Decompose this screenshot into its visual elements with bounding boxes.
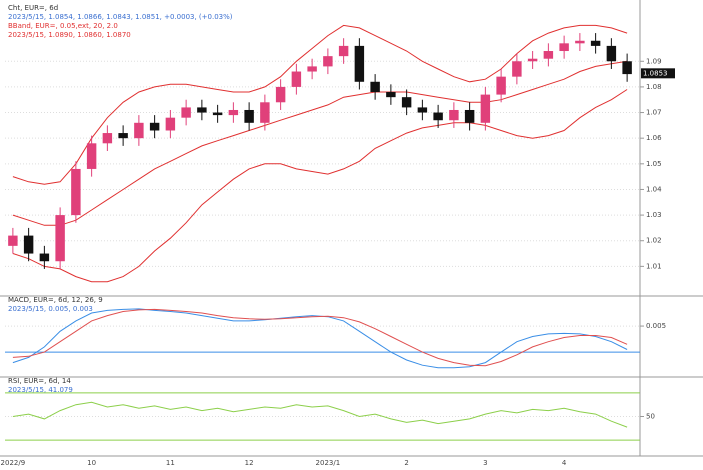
candle-body — [55, 215, 65, 262]
candle-body — [244, 109, 254, 123]
y-tick-label: 50 — [646, 413, 655, 421]
series-line — [12, 60, 628, 226]
candle-body — [102, 133, 113, 144]
y-tick-label: 1.07 — [646, 109, 662, 117]
x-tick-label: 11 — [166, 459, 175, 467]
candle-body — [134, 122, 144, 139]
panel-subtitle: 2023/5/15, 1.0854, 1.0866, 1.0843, 1.085… — [8, 13, 233, 21]
candle-body — [527, 58, 538, 62]
candle-body — [212, 112, 223, 116]
x-tick-label: 4 — [562, 459, 567, 467]
y-tick-label: 1.06 — [646, 134, 662, 142]
candle-body — [496, 76, 506, 95]
x-tick-label: 12 — [245, 459, 254, 467]
candle-body — [149, 122, 160, 131]
candle-body — [559, 43, 569, 52]
candle-body — [543, 51, 554, 59]
x-tick-label: 10 — [87, 459, 96, 467]
candle-body — [512, 61, 522, 77]
candle-body — [23, 235, 34, 254]
y-tick-label: 1.04 — [646, 185, 662, 193]
candle-body — [8, 235, 18, 246]
candle-body — [338, 45, 349, 57]
candle-body — [39, 253, 50, 262]
candle-body — [275, 86, 286, 103]
y-tick-label: 1.05 — [646, 160, 662, 168]
candle-body — [228, 109, 239, 116]
candle-body — [118, 133, 128, 139]
candle-body — [323, 56, 333, 67]
panel-subtitle: 2023/5/15, 41.079 — [8, 386, 73, 394]
candle-body — [291, 71, 302, 87]
last-price-tag — [641, 68, 675, 79]
x-tick-label: 2023/1 — [316, 459, 341, 467]
y-tick-label: 1.01 — [646, 262, 662, 270]
y-tick-label: 1.02 — [646, 237, 662, 245]
candle-body — [197, 107, 207, 113]
panel-title: MACD, EUR=, 6d, 12, 26, 9 — [8, 296, 103, 304]
panel-title: RSI, EUR=, 6d, 14 — [8, 377, 71, 385]
candle-body — [575, 40, 585, 44]
candle-body — [401, 97, 412, 108]
series-line — [12, 24, 628, 185]
candle-body — [370, 81, 380, 93]
candle-body — [307, 66, 317, 72]
series-line — [12, 401, 628, 428]
candle-body — [354, 45, 365, 82]
y-tick-label: 1.09 — [646, 57, 662, 65]
candle-body — [449, 109, 459, 121]
candle-body — [606, 45, 617, 62]
x-tick-label: 3 — [483, 459, 487, 467]
panel-title: Cht, EUR=, 6d — [8, 4, 58, 12]
x-tick-label: 2022/9 — [1, 459, 26, 467]
candle-body — [71, 168, 81, 216]
y-tick-label: 1.08 — [646, 83, 662, 91]
candle-body — [480, 94, 491, 123]
candle-body — [86, 143, 97, 169]
annotation: BBand, EUR=, 0.05,ext, 20, 2.0 — [8, 22, 118, 30]
y-tick-label: 0.005 — [646, 322, 666, 330]
candle-body — [181, 107, 191, 118]
candle-body — [386, 92, 396, 98]
candle-body — [433, 112, 443, 121]
candle-body — [417, 107, 428, 113]
last-price-label: 1.0853 — [643, 69, 668, 77]
series-line — [12, 308, 628, 367]
candle-body — [622, 61, 632, 75]
series-line — [12, 89, 628, 283]
candle-body — [590, 40, 601, 46]
candle-body — [464, 109, 475, 123]
panel-subtitle: 2023/5/15, 0.005, 0.003 — [8, 305, 93, 313]
candle-body — [165, 117, 176, 131]
x-tick-label: 2 — [404, 459, 408, 467]
annotation: 2023/5/15, 1.0890, 1.0860, 1.0870 — [8, 31, 131, 39]
y-tick-label: 1.03 — [646, 211, 662, 219]
candle-body — [260, 102, 270, 123]
